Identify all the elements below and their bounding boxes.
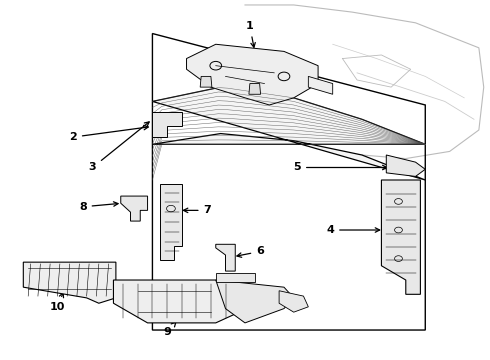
Polygon shape <box>114 280 245 323</box>
Text: 6: 6 <box>237 247 264 257</box>
Text: 1: 1 <box>246 21 255 47</box>
Text: 10: 10 <box>49 293 65 312</box>
Polygon shape <box>249 84 261 94</box>
Polygon shape <box>152 112 182 137</box>
Polygon shape <box>121 196 147 221</box>
Text: 4: 4 <box>326 225 380 235</box>
Text: 8: 8 <box>79 202 118 212</box>
Text: 3: 3 <box>89 122 149 172</box>
Polygon shape <box>152 87 425 180</box>
Text: 9: 9 <box>163 322 176 337</box>
Polygon shape <box>381 180 420 294</box>
Polygon shape <box>24 262 116 303</box>
Polygon shape <box>386 155 425 176</box>
Polygon shape <box>308 76 333 94</box>
Polygon shape <box>279 291 308 312</box>
Text: 7: 7 <box>183 205 211 215</box>
Text: 5: 5 <box>294 162 387 172</box>
Polygon shape <box>216 244 235 271</box>
Polygon shape <box>216 273 255 282</box>
Polygon shape <box>187 44 318 105</box>
Polygon shape <box>200 76 212 87</box>
Polygon shape <box>160 184 182 260</box>
Text: 2: 2 <box>69 125 148 142</box>
Polygon shape <box>216 280 294 323</box>
